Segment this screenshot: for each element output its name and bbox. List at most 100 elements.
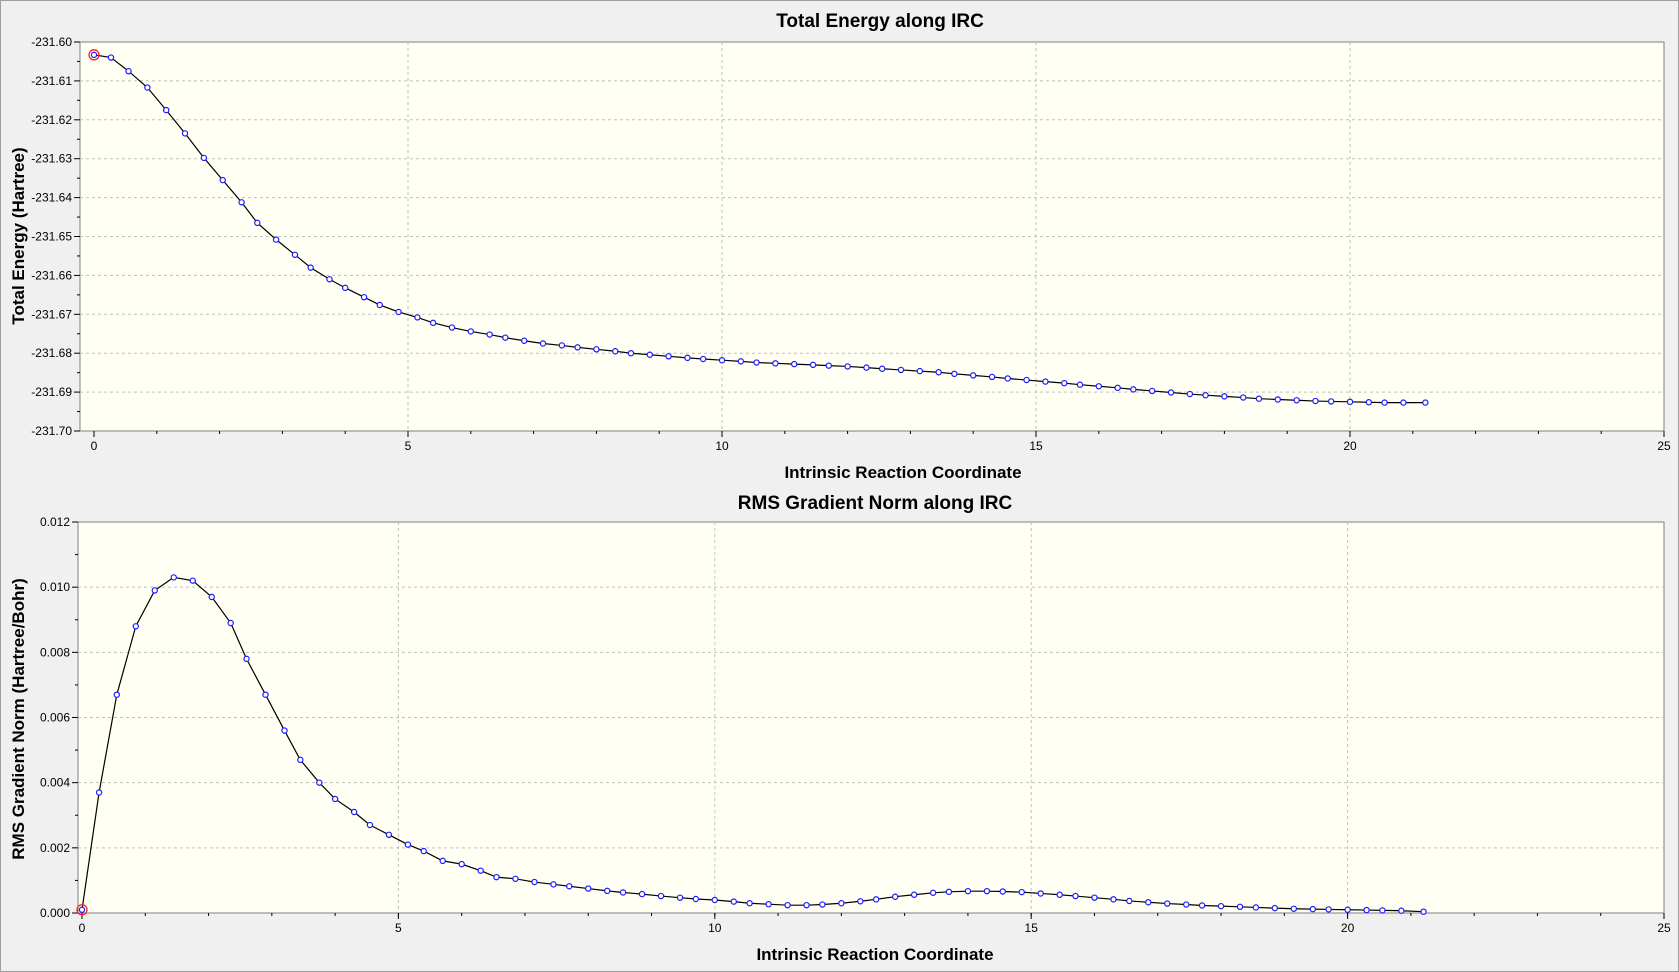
data-point (90, 51, 98, 59)
data-point (1379, 907, 1386, 914)
data-point (1126, 897, 1133, 905)
y-tick-label: -231.69 (31, 385, 72, 399)
y-tick-label: 0.012 (40, 515, 70, 529)
data-point (486, 331, 493, 338)
data-point (1325, 906, 1332, 913)
data-point (844, 363, 851, 370)
data-point (170, 574, 177, 581)
data-point (1221, 393, 1228, 400)
data-point (619, 889, 627, 896)
data-point (692, 895, 700, 903)
data-point (1346, 398, 1354, 406)
y-axis-label: Total Energy (Hartree) (9, 147, 28, 324)
data-point (243, 655, 250, 663)
y-tick-label: 0.008 (40, 645, 70, 659)
data-point (414, 314, 421, 321)
y-tick-label: 0.002 (40, 841, 70, 855)
data-point (1061, 379, 1068, 387)
data-point (878, 365, 886, 372)
data-point (200, 154, 208, 162)
data-point (665, 353, 672, 360)
data-point (254, 219, 261, 227)
data-point (574, 344, 581, 351)
data-point (125, 67, 132, 75)
x-tick-label: 20 (1341, 921, 1355, 935)
data-point (144, 84, 151, 91)
data-point (730, 898, 737, 905)
x-tick-label: 15 (1029, 439, 1043, 453)
data-point (753, 359, 760, 366)
data-point (929, 889, 937, 896)
data-point (342, 284, 349, 292)
y-tick-label: -231.67 (31, 307, 72, 321)
data-point (550, 881, 557, 888)
data-point (531, 878, 538, 886)
data-point (964, 887, 972, 895)
data-point (1365, 399, 1373, 406)
data-point (676, 894, 684, 901)
data-point (1312, 397, 1319, 405)
data-point (772, 360, 779, 367)
data-point (612, 348, 619, 355)
chart-title: Total Energy along IRC (776, 11, 984, 32)
data-point (604, 887, 611, 895)
data-point (291, 251, 299, 258)
data-point (951, 370, 958, 378)
data-point (281, 727, 288, 734)
data-point (765, 901, 772, 908)
x-tick-label: 15 (1025, 921, 1039, 935)
data-point (385, 831, 393, 839)
data-point (520, 337, 528, 344)
x-tick-label: 10 (715, 439, 729, 453)
data-point (420, 847, 427, 855)
data-point (711, 896, 719, 904)
data-point (512, 875, 519, 882)
x-axis-label: Intrinsic Reaction Coordinate (784, 463, 1021, 482)
data-point (326, 276, 333, 283)
highlighted-point-marker (76, 904, 88, 916)
data-point (1198, 902, 1206, 909)
data-point (1018, 888, 1025, 896)
x-tick-label: 20 (1343, 439, 1357, 453)
data-point (803, 901, 810, 909)
x-tick-label: 5 (395, 921, 402, 935)
data-point (477, 867, 484, 874)
data-point (307, 264, 314, 271)
data-point (429, 319, 437, 327)
data-point (1309, 905, 1316, 913)
data-point (1240, 394, 1247, 401)
data-point (1274, 396, 1281, 403)
data-point (238, 199, 245, 206)
data-point (1091, 894, 1098, 901)
data-point (331, 795, 339, 803)
highlighted-point-marker (88, 49, 100, 61)
data-point (297, 756, 304, 764)
data-point (350, 808, 358, 816)
data-point (718, 357, 726, 364)
data-point (699, 355, 707, 363)
data-point (819, 901, 826, 908)
data-point (746, 900, 753, 907)
data-point (1042, 378, 1049, 385)
x-tick-label: 10 (708, 921, 722, 935)
data-point (502, 334, 509, 341)
data-point (1236, 903, 1244, 911)
data-point (1164, 900, 1171, 907)
data-point (1363, 906, 1370, 914)
y-tick-label: 0.004 (40, 776, 70, 790)
data-point (970, 372, 977, 379)
data-point (376, 301, 383, 309)
data-point (627, 350, 635, 357)
data-point (638, 890, 646, 898)
data-point (458, 860, 465, 868)
y-tick-label: -231.60 (31, 35, 72, 49)
data-point (988, 373, 996, 381)
data-point (1422, 399, 1429, 406)
data-point (219, 176, 226, 184)
data-point (684, 354, 691, 362)
y-tick-label: 0.006 (40, 711, 70, 725)
data-point (132, 623, 139, 630)
total-energy-chart: Total Energy along IRC Intrinsic Reactio… (9, 11, 1671, 482)
data-point (272, 236, 280, 243)
data-point (113, 691, 121, 698)
